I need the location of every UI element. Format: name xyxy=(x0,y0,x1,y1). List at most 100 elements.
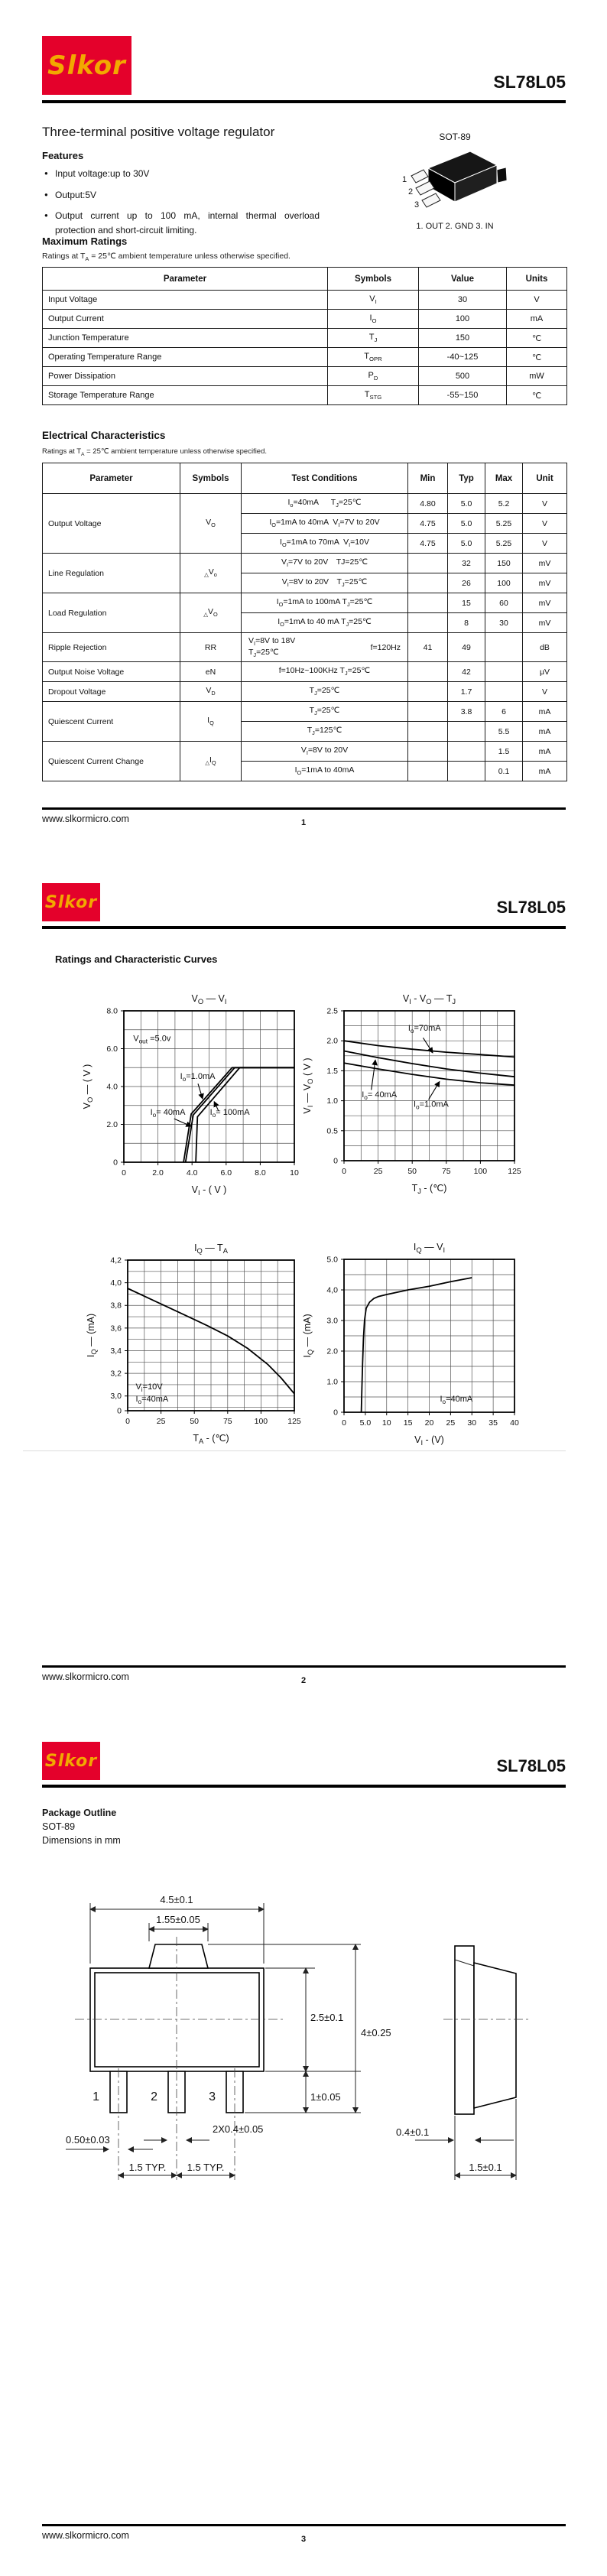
chart-title: IQ — TA xyxy=(194,1243,229,1255)
header-rule-3 xyxy=(42,1785,566,1788)
condition-cell: VI=8V to 18V TJ=25℃ f=120Hz xyxy=(241,632,408,662)
table-cell: V xyxy=(522,533,567,554)
table-cell xyxy=(407,721,448,742)
package-type-label: SOT-89 xyxy=(439,132,471,142)
x-tick-label: 0 xyxy=(122,1168,126,1178)
tick-labels: 0 25 50 75 100 125 0 3,0 3,2 3,4 3,6 3,8 4,0 4,2 xyxy=(110,1256,301,1427)
x-tick-label: 10 xyxy=(290,1168,299,1178)
annotation-arrow xyxy=(428,1080,440,1100)
condition-cell: IO=1mA to 40 mA TJ=25℃ xyxy=(241,612,408,633)
feature-text: Output current up to 100 mA, internal th… xyxy=(55,210,320,236)
annotation-arrow xyxy=(423,1037,433,1054)
x-tick-label: 20 xyxy=(425,1418,434,1428)
max-ratings-header-row: Parameter Symbols Value Units xyxy=(42,267,567,291)
page-number-3: 3 xyxy=(300,2535,307,2544)
series-curve-2 xyxy=(195,1067,294,1163)
electrical-row: IO=1mA to 40mA 0.1 mA xyxy=(43,761,567,781)
table-cell: mA xyxy=(522,761,567,781)
table-cell: 5.25 xyxy=(485,533,523,554)
y-axis-label: IQ — (mA) xyxy=(86,1314,98,1357)
electrical-row: Quiescent Current IQ TJ=25℃ 3.8 6 mA xyxy=(42,701,567,742)
table-cell: V xyxy=(522,493,567,514)
parameter-cell: Quiescent Current Change xyxy=(42,741,180,781)
electrical-note: Ratings at TA = 25℃ ambient temperature … xyxy=(42,447,268,457)
table-cell: 26 xyxy=(447,573,485,593)
table-cell: mV xyxy=(522,612,567,633)
table-cell xyxy=(407,661,448,682)
electrical-row: Output Voltage VO Io=40mA TJ=25℃ 4.80 5.0 5.2… xyxy=(42,493,567,554)
x-tick-label: 35 xyxy=(489,1418,498,1428)
table-cell: 8 xyxy=(447,612,485,633)
symbol-cell: RR xyxy=(180,632,242,662)
electrical-row: Dropout Voltage VD TJ=25℃ 1.7 V xyxy=(42,681,567,702)
x-tick-label: 50 xyxy=(407,1167,417,1176)
table-cell: 150 xyxy=(418,328,507,348)
annotation-label: Vi=10V xyxy=(135,1382,163,1393)
brand-logo-2: Slkor xyxy=(42,883,100,921)
table-cell: mA xyxy=(522,721,567,742)
max-ratings-row: Junction Temperature TJ 150 ℃ xyxy=(42,328,567,348)
grid xyxy=(343,1010,515,1161)
x-tick-label: 0 xyxy=(342,1167,346,1176)
table-cell: ℃ xyxy=(506,347,567,367)
side-view: 0.4±0.1 1.5±0.1 xyxy=(396,1945,531,2180)
condition-cell: IO=1mA to 40mA VI=7V to 20V xyxy=(241,513,408,534)
table-cell: Operating Temperature Range xyxy=(42,347,328,367)
dim-lead-width2: 2X0.4±0.05 xyxy=(213,2123,263,2135)
annotation-label: Io=40mA xyxy=(440,1395,472,1405)
table-cell: 150 xyxy=(485,553,523,573)
condition-cell: TJ=25℃ xyxy=(241,701,408,722)
table-cell: PD xyxy=(327,366,419,386)
website-link-1[interactable]: www.slkormicro.com xyxy=(42,814,129,824)
x-axis-label: VI - (V) xyxy=(414,1434,444,1447)
column-header: Typ xyxy=(447,463,485,494)
table-cell: 41 xyxy=(407,632,448,662)
electrical-row: IO=1mA to 70mA VI=10V 4.75 5.0 5.25 V xyxy=(43,533,567,554)
table-cell: TJ xyxy=(327,328,419,348)
website-link-3[interactable]: www.slkormicro.com xyxy=(42,2530,129,2541)
x-tick-label: 25 xyxy=(446,1418,456,1428)
website-link-2[interactable]: www.slkormicro.com xyxy=(42,1671,129,1682)
column-header: Symbols xyxy=(180,463,242,494)
table-cell: -55~150 xyxy=(418,385,507,405)
table-cell: mA xyxy=(522,701,567,722)
x-tick-label: 75 xyxy=(442,1167,451,1176)
chart-vivo-tj: 0 25 50 75 100 125 0 0.5 1.0 1.5 2.0 2.5 VI - VO — T… xyxy=(289,983,534,1204)
table-cell: -40~125 xyxy=(418,347,507,367)
electrical-row: Output Noise Voltage eN f=10Hz~100KHz TJ=2… xyxy=(42,661,567,682)
annotation-label: Io=1.0mA xyxy=(180,1072,216,1083)
bullet-icon: ● xyxy=(44,190,48,198)
condition-cell: IO=1mA to 100mA TJ=25℃ xyxy=(241,593,408,613)
svg-text:2: 2 xyxy=(408,187,413,197)
max-ratings-note: Ratings at TA = 25℃ ambient temperature … xyxy=(42,252,291,263)
page2-separator xyxy=(23,1450,566,1451)
dimension-lines: 4.5±0.1 1.55±0.05 2.5±0.1 4±0.25 1±0.05 … xyxy=(66,1894,391,2178)
package-pin-numbers: 1 2 3 xyxy=(402,175,419,210)
max-ratings-row: Input Voltage VI 30 V xyxy=(42,290,567,310)
table-cell: mV xyxy=(522,553,567,573)
footer-rule-2 xyxy=(42,1665,566,1668)
x-axis-label: VI - ( V ) xyxy=(192,1184,227,1197)
column-header: Symbols xyxy=(327,267,419,291)
chart-title: IQ — VI xyxy=(414,1242,445,1254)
feature-text: Input voltage:up to 30V xyxy=(55,168,150,179)
chart-svg-3: 0 5.0 10 15 20 25 30 35 40 0 1.0 2.0 3.0 4,0 5.0 IQ — V… xyxy=(302,1242,519,1447)
y-tick-label: 5.0 xyxy=(326,1256,338,1265)
parameter-cell: Ripple Rejection xyxy=(42,632,180,662)
chart-iq-ta: 0 25 50 75 100 125 0 3,0 3,2 3,4 3,6 3,8 4,0 4,2 IQ — … xyxy=(73,1233,313,1454)
table-cell: 6 xyxy=(485,701,523,722)
plot-border xyxy=(127,1259,295,1411)
y-axis-label: VI — VO ( V ) xyxy=(302,1057,314,1113)
package-tab xyxy=(496,167,508,184)
table-cell xyxy=(485,632,523,662)
electrical-table: Parameter Symbols Test Conditions Min Typ Max… xyxy=(42,463,567,781)
table-cell: Storage Temperature Range xyxy=(42,385,328,405)
y-axis-label: VO — ( V ) xyxy=(82,1064,94,1109)
y-tick-label: 2.0 xyxy=(326,1037,338,1046)
y-tick-label: 8.0 xyxy=(106,1007,118,1016)
table-cell: ℃ xyxy=(506,385,567,405)
table-cell: TSTG xyxy=(327,385,419,405)
y-tick-label: 0 xyxy=(117,1407,122,1416)
x-tick-label: 75 xyxy=(223,1417,232,1426)
